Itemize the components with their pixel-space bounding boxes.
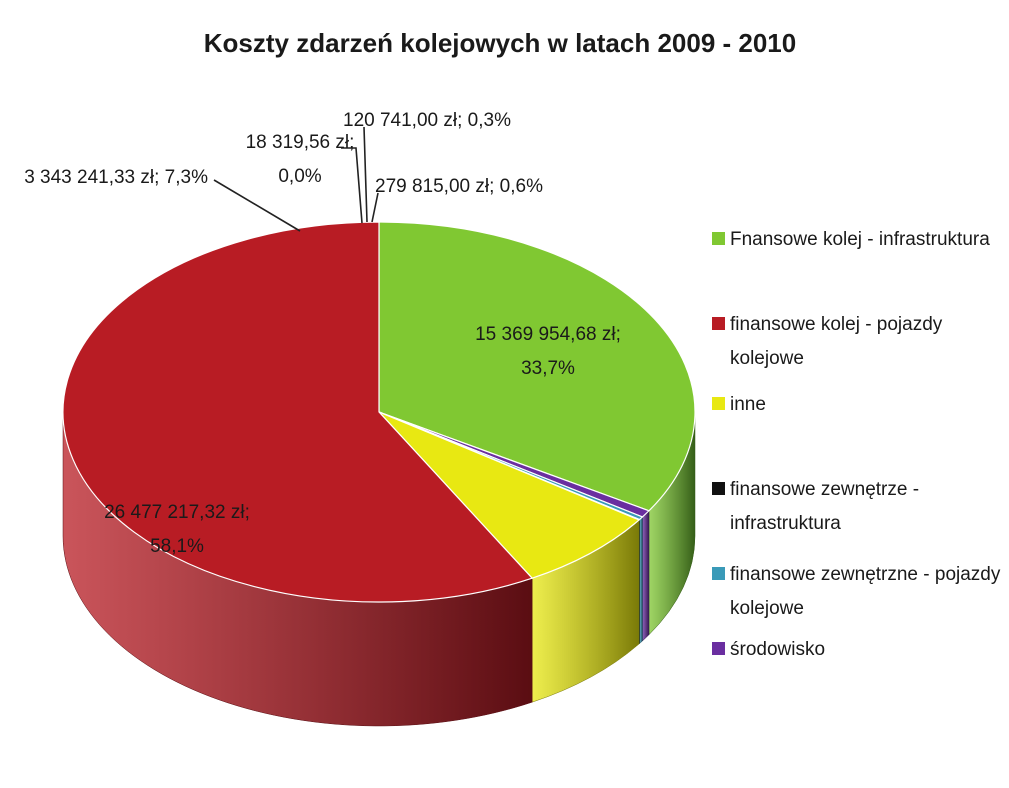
leader-lines xyxy=(213,126,379,232)
legend-label-5-0: środowisko xyxy=(730,639,825,660)
leader-line-2 xyxy=(363,126,368,223)
legend-swatch-4 xyxy=(712,567,725,580)
leader-line-3 xyxy=(341,147,363,224)
leader-line-4 xyxy=(213,179,301,232)
data-label-5-1: 58,1% xyxy=(150,536,204,557)
legend-label-1-1: kolejowe xyxy=(730,348,804,369)
pie-side-2 xyxy=(639,516,643,645)
data-label-2-0: 120 741,00 zł; 0,3% xyxy=(343,110,511,131)
legend-swatch-2 xyxy=(712,397,725,410)
pie-top-slices xyxy=(62,221,696,603)
legend-label-2-0: inne xyxy=(730,394,766,415)
pie-slice-0 xyxy=(378,221,696,512)
legend-swatch-1 xyxy=(712,317,725,330)
legend-label-1-0: finansowe kolej - pojazdy xyxy=(730,314,943,335)
legend-label-4-0: finansowe zewnętrzne - pojazdy xyxy=(730,564,1001,585)
data-labels: 15 369 954,68 zł; 33,7% 279 815,00 zł; 0,6… xyxy=(24,110,621,557)
pie-side-1 xyxy=(642,510,650,642)
data-label-3-0: 18 319,56 zł; xyxy=(246,132,355,153)
data-label-1-0: 279 815,00 zł; 0,6% xyxy=(375,176,543,197)
pie-slice-4 xyxy=(378,411,641,579)
pie-slice-5 xyxy=(62,221,534,603)
legend-label-3-1: infrastruktura xyxy=(730,513,841,534)
data-label-0-1: 33,7% xyxy=(521,358,575,379)
data-label-0-0: 15 369 954,68 zł; xyxy=(475,324,621,345)
legend-label-4-1: kolejowe xyxy=(730,598,804,619)
legend-label-3-0: finansowe zewnętrze - xyxy=(730,479,919,500)
legend-swatch-5 xyxy=(712,642,725,655)
legend-swatch-3 xyxy=(712,482,725,495)
data-label-5-0: 26 477 217,32 zł; xyxy=(104,502,250,523)
pie-side-walls xyxy=(62,411,696,727)
legend-swatch-0 xyxy=(712,232,725,245)
leader-line-1 xyxy=(371,192,379,223)
legend-label-0-0: Fnansowe kolej - infrastruktura xyxy=(730,229,990,250)
data-label-4-0: 3 343 241,33 zł; 7,3% xyxy=(24,167,208,188)
chart-title: Koszty zdarzeń kolejowych w latach 2009 … xyxy=(204,28,796,58)
legend: Fnansowe kolej - infrastruktura finansowe… xyxy=(712,229,1001,660)
data-label-3-1: 0,0% xyxy=(278,166,321,187)
